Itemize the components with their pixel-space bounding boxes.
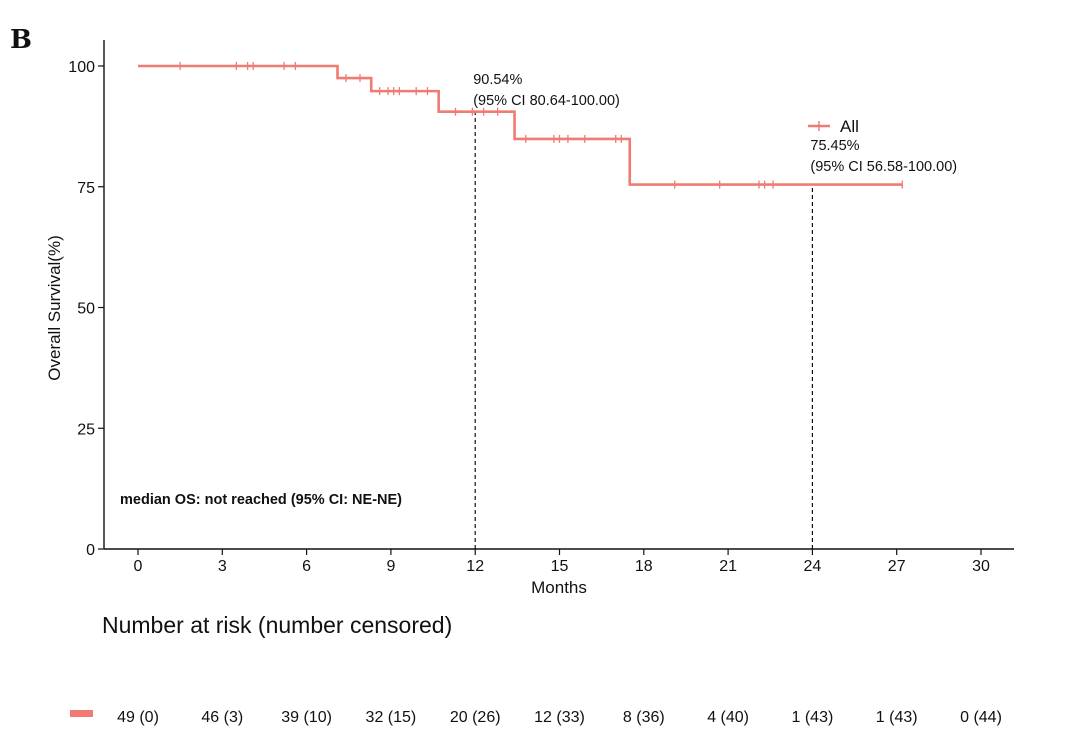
risk-table-cell: 12 (33) xyxy=(534,709,585,726)
x-tick-label: 24 xyxy=(804,558,822,575)
risk-table-cell: 39 (10) xyxy=(281,709,332,726)
reference-lines: 90.54% (95% CI 80.64-100.00) 75.45% (95% CI… xyxy=(473,72,957,549)
x-axis-label: Months xyxy=(531,578,587,597)
risk-table-cell: 1 (43) xyxy=(792,709,834,726)
x-tick-label: 0 xyxy=(134,558,143,575)
risk-table-cell: 32 (15) xyxy=(366,709,417,726)
annotation-ci: (95% CI 80.64-100.00) xyxy=(473,93,620,109)
risk-table-cell: 46 (3) xyxy=(201,709,243,726)
x-tick-label: 12 xyxy=(466,558,484,575)
survival-curves xyxy=(138,62,903,189)
risk-table-title: Number at risk (number censored) xyxy=(102,612,452,638)
risk-table-cell: 4 (40) xyxy=(707,709,749,726)
risk-table-swatch xyxy=(70,710,93,717)
x-tick-label: 27 xyxy=(888,558,906,575)
y-tick-label: 100 xyxy=(68,59,95,76)
risk-table-row: 49 (0) 46 (3) 39 (10) 32 (15) 20 (26) 12 (33)… xyxy=(117,709,1002,726)
x-tick-label: 30 xyxy=(972,558,990,575)
y-axis-label: Overall Survival(%) xyxy=(45,235,64,380)
annotation-ci: (95% CI 56.58-100.00) xyxy=(810,159,957,175)
x-ticks: 0 3 6 9 12 15 18 21 24 27 30 xyxy=(134,549,990,575)
annotation-value: 90.54% xyxy=(473,72,522,88)
y-tick-label: 75 xyxy=(77,180,95,197)
risk-table-cell: 1 (43) xyxy=(876,709,918,726)
legend: All xyxy=(808,117,859,136)
survival-curve-all xyxy=(138,64,903,186)
x-tick-label: 9 xyxy=(386,558,395,575)
annotation-value: 75.45% xyxy=(810,138,859,154)
median-os-text: median OS: not reached (95% CI: NE-NE) xyxy=(120,492,402,508)
x-tick-label: 15 xyxy=(551,558,569,575)
x-tick-label: 6 xyxy=(302,558,311,575)
y-ticks: 0 25 50 75 100 xyxy=(68,59,104,559)
y-tick-label: 0 xyxy=(86,542,95,559)
risk-table-cell: 49 (0) xyxy=(117,709,159,726)
risk-table-cell: 8 (36) xyxy=(623,709,665,726)
y-tick-label: 50 xyxy=(77,301,95,318)
risk-table-cell: 20 (26) xyxy=(450,709,501,726)
x-tick-label: 21 xyxy=(719,558,737,575)
risk-table-cell: 0 (44) xyxy=(960,709,1002,726)
x-tick-label: 3 xyxy=(218,558,227,575)
legend-label-all: All xyxy=(840,117,859,136)
x-tick-label: 18 xyxy=(635,558,653,575)
panel-letter: B xyxy=(10,25,32,55)
y-tick-label: 25 xyxy=(77,421,95,438)
